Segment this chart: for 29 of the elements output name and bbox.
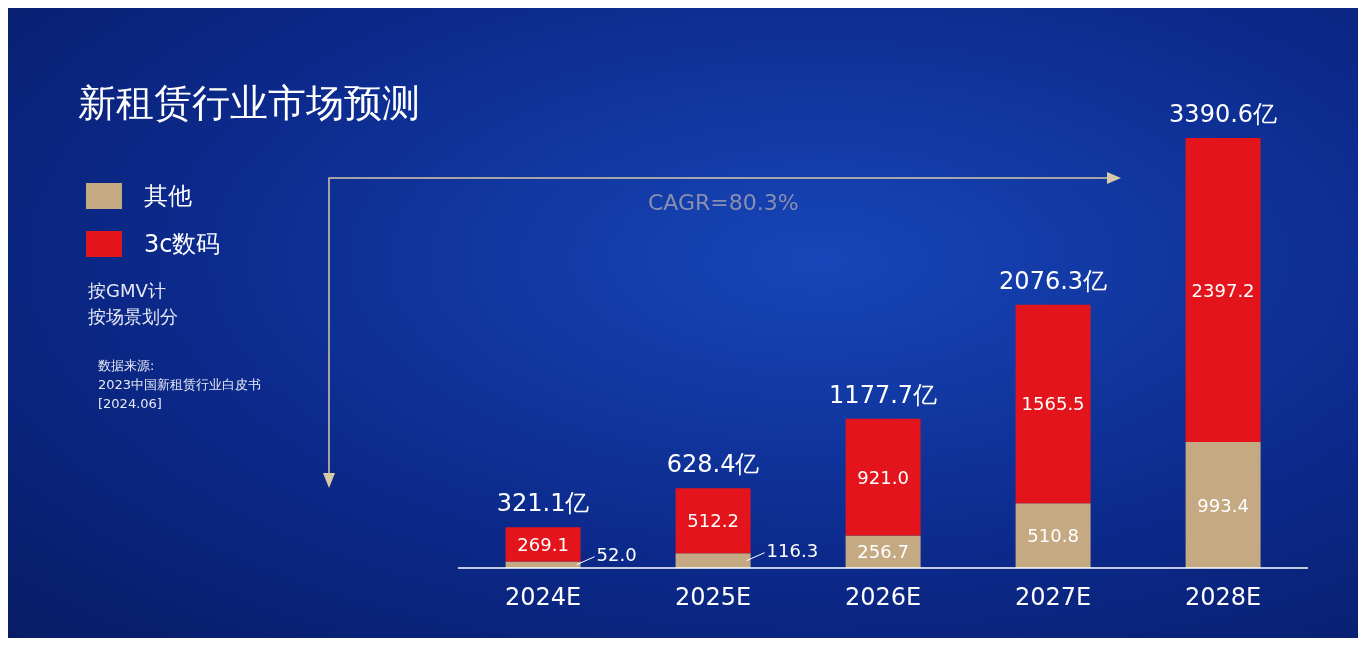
x-tick-label: 2028E xyxy=(1184,583,1262,612)
data-label: 993.4 xyxy=(1197,494,1249,516)
legend-label: 其他 xyxy=(144,181,192,212)
x-tick-label: 2024E xyxy=(504,583,582,612)
legend-label: 3c数码 xyxy=(144,229,221,260)
total-label: 321.1亿 xyxy=(496,489,590,518)
data-label: 116.3 xyxy=(766,540,819,562)
x-tick-label: 2025E xyxy=(674,583,752,612)
source-note: 数据来源: xyxy=(98,357,156,375)
x-tick-label: 2026E xyxy=(844,583,922,612)
x-tick-label: 2027E xyxy=(1014,583,1092,612)
text: [2024.06] xyxy=(98,395,163,413)
data-label: 1565.5 xyxy=(1021,393,1085,415)
data-label: 52.0 xyxy=(596,544,637,566)
data-label: 510.8 xyxy=(1027,525,1079,547)
text: 2023中国新租赁行业白皮书 xyxy=(98,376,262,394)
chart-title: 新租赁行业市场预测 xyxy=(78,80,420,127)
text: 按场景划分 xyxy=(88,305,178,329)
data-label: 269.1 xyxy=(517,533,569,555)
data-label: 256.7 xyxy=(857,541,909,563)
data-label: 512.2 xyxy=(687,510,739,532)
data-label: 2397.2 xyxy=(1191,279,1255,301)
text: 按GMV计 xyxy=(88,279,167,303)
total-label: 2076.3亿 xyxy=(999,266,1108,295)
total-label: 628.4亿 xyxy=(666,450,760,479)
annotation: CAGR=80.3% xyxy=(648,190,799,215)
total-label: 3390.6亿 xyxy=(1169,100,1278,128)
data-label: 921.0 xyxy=(857,466,909,488)
total-label: 1177.7亿 xyxy=(829,380,938,409)
